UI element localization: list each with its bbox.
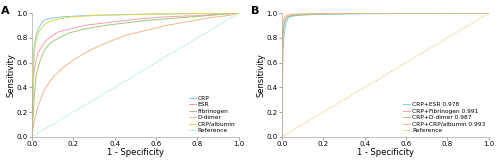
Text: A: A [1, 6, 10, 16]
Y-axis label: Sensitivity: Sensitivity [6, 53, 15, 97]
Text: B: B [251, 6, 260, 16]
X-axis label: 1 - Specificity: 1 - Specificity [107, 148, 164, 157]
Legend: CRP, ESR, Fibrinogen, D-dimer, CRP/albumin, Reference: CRP, ESR, Fibrinogen, D-dimer, CRP/album… [188, 95, 236, 134]
X-axis label: 1 - Specificity: 1 - Specificity [357, 148, 414, 157]
Legend: CRP+ESR 0.978, CRP+Fibrinogen 0.991, CRP+D-dimer 0.987, CRP+CRP/albumin 0.993, R: CRP+ESR 0.978, CRP+Fibrinogen 0.991, CRP… [402, 102, 486, 134]
Y-axis label: Sensitivity: Sensitivity [256, 53, 265, 97]
